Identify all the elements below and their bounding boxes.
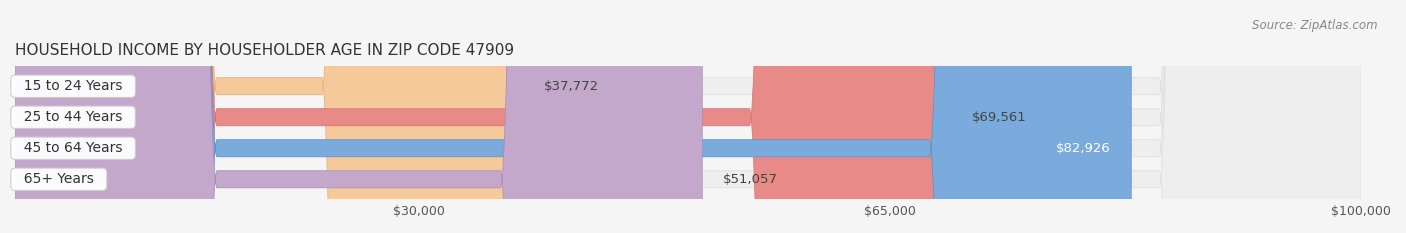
Text: 65+ Years: 65+ Years [15,172,103,186]
FancyBboxPatch shape [15,0,1132,233]
Text: $69,561: $69,561 [972,111,1026,124]
Text: $51,057: $51,057 [723,173,778,186]
Text: $37,772: $37,772 [544,80,599,93]
Text: Source: ZipAtlas.com: Source: ZipAtlas.com [1253,19,1378,32]
Text: HOUSEHOLD INCOME BY HOUSEHOLDER AGE IN ZIP CODE 47909: HOUSEHOLD INCOME BY HOUSEHOLDER AGE IN Z… [15,43,515,58]
Text: $82,926: $82,926 [1056,142,1111,155]
FancyBboxPatch shape [15,0,1361,233]
FancyBboxPatch shape [15,0,1361,233]
FancyBboxPatch shape [15,0,523,233]
Text: 45 to 64 Years: 45 to 64 Years [15,141,131,155]
FancyBboxPatch shape [15,0,702,233]
FancyBboxPatch shape [15,0,1361,233]
Text: 25 to 44 Years: 25 to 44 Years [15,110,131,124]
FancyBboxPatch shape [15,0,952,233]
FancyBboxPatch shape [15,0,1361,233]
Text: 15 to 24 Years: 15 to 24 Years [15,79,131,93]
